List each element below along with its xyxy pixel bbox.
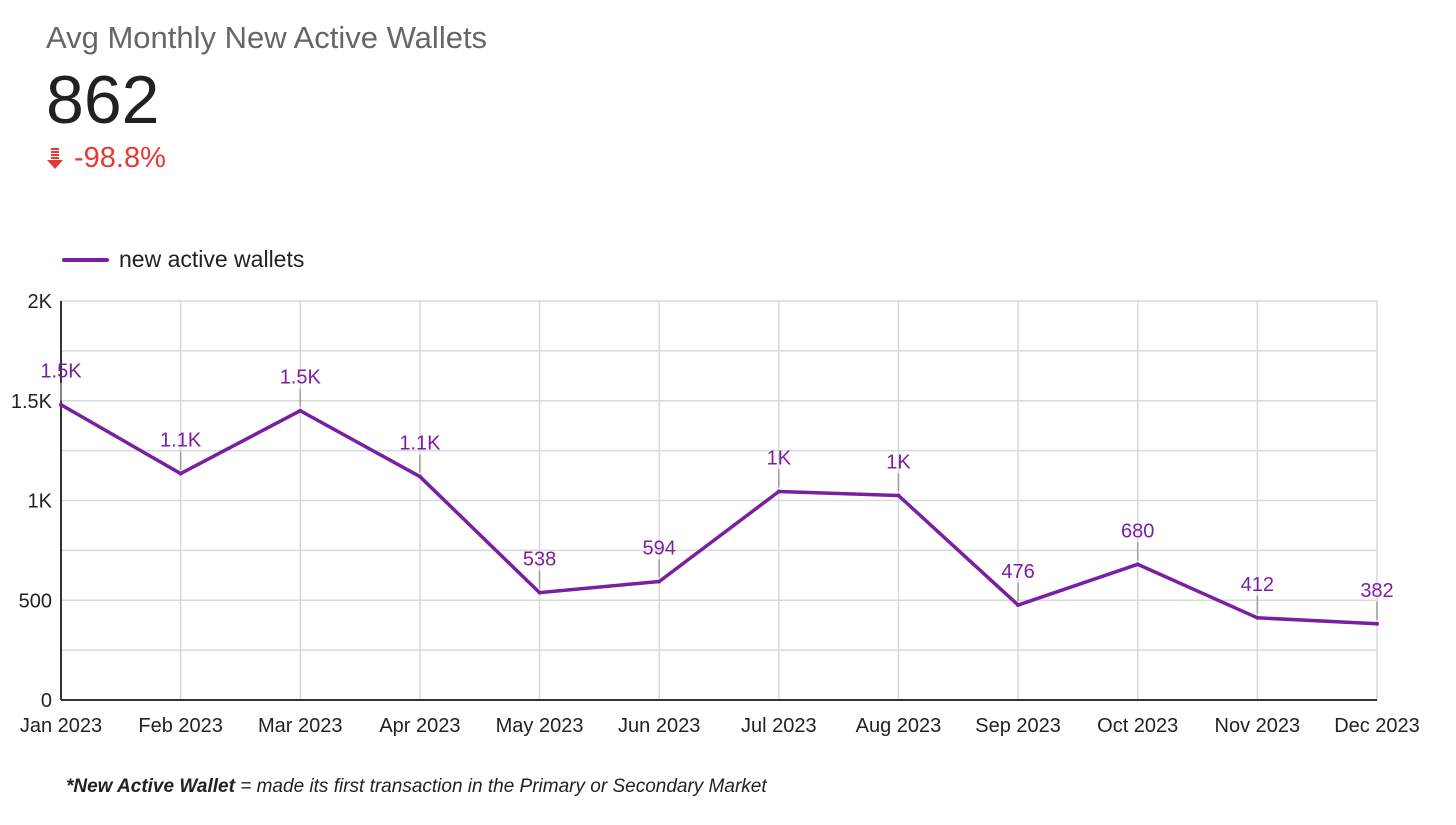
data-point [1255,615,1260,620]
x-tick-label: Sep 2023 [975,715,1061,737]
series-line [59,402,1379,626]
legend-swatch [62,257,109,262]
chart-series [59,402,1379,626]
data-label: 680 [1121,520,1154,542]
data-label: 1K [886,452,911,474]
data-point [1375,621,1379,626]
chart-axes: 0 500 1K 1.5K 2K Jan 2023 Feb 2023 Mar 2023 Apr … [11,291,1420,737]
data-point [1135,562,1140,567]
x-tick-label: Dec 2023 [1334,715,1420,737]
data-label: 594 [642,537,675,559]
data-point [657,579,662,584]
arrow-down-icon [46,147,64,171]
data-label: 412 [1241,574,1274,596]
data-point [896,493,901,498]
chart-legend: new active wallets [62,246,304,273]
data-label: 1.5K [280,367,322,389]
data-label: 1.5K [40,361,82,383]
footnote-definition: = made its first transaction in the Prim… [234,776,767,797]
data-label: 382 [1360,580,1393,602]
data-label: 538 [523,549,556,571]
footnote: *New Active Wallet = made its first tran… [66,776,767,798]
data-point [298,408,303,413]
chart-grid [60,300,1378,701]
data-label: 1.1K [399,433,441,455]
x-tick-label: Jan 2023 [20,715,102,737]
kpi-title: Avg Monthly New Active Wallets [46,20,488,55]
x-tick-label: Mar 2023 [258,715,343,737]
x-tick-label: Oct 2023 [1097,715,1178,737]
x-tick-label: May 2023 [496,715,584,737]
data-point [776,489,781,494]
y-tick-label: 0 [41,690,52,712]
y-tick-label: 1.5K [11,391,53,413]
kpi-delta: -98.8% [46,144,487,173]
legend-label: new active wallets [119,246,305,272]
data-point [178,471,183,476]
data-label: 476 [1001,561,1034,583]
chart-data-labels: 1.5K 1.1K 1.5K 1.1K 538 594 1K 1K 476 680 412 382 [40,361,1394,620]
x-tick-label: Jul 2023 [741,715,817,737]
data-label: 1.1K [160,430,202,452]
y-tick-label: 1K [28,491,53,513]
data-point [59,402,63,407]
x-tick-label: Nov 2023 [1215,715,1301,737]
kpi-scorecard: Avg Monthly New Active Wallets 862 -98.8… [46,22,487,173]
y-tick-label: 500 [19,590,52,612]
x-tick-label: Feb 2023 [138,715,223,737]
x-tick-label: Jun 2023 [618,715,700,737]
kpi-value: 862 [46,62,160,138]
y-tick-label: 2K [28,291,53,313]
data-label: 1K [767,448,792,470]
x-tick-label: Apr 2023 [379,715,460,737]
x-tick-label: Aug 2023 [856,715,942,737]
data-point [417,474,422,479]
kpi-delta-value: -98.8% [74,142,166,174]
data-point [537,590,542,595]
footnote-term: *New Active Wallet [66,776,235,797]
data-point [1016,603,1021,608]
